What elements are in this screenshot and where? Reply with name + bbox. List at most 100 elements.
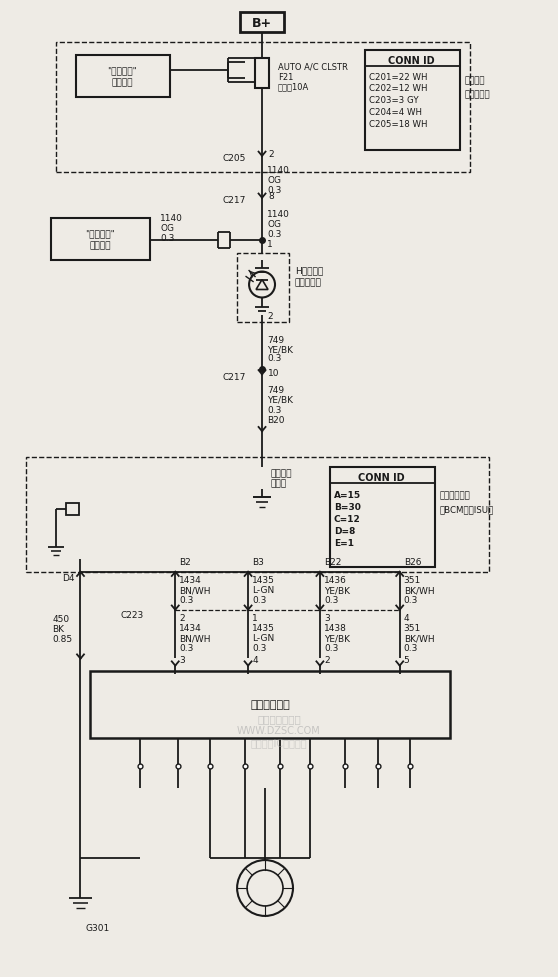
Text: L-GN: L-GN (252, 585, 275, 595)
Text: 0.3: 0.3 (324, 596, 338, 605)
Text: 全球最大IC采购网站: 全球最大IC采购网站 (251, 738, 307, 747)
Text: YE/BK: YE/BK (324, 585, 350, 595)
Text: 防盗指示: 防盗指示 (270, 469, 291, 478)
Text: OG: OG (160, 224, 174, 233)
Text: 1434: 1434 (179, 575, 202, 584)
Text: C205: C205 (222, 154, 246, 163)
Bar (75, 56, 170, 98)
Text: 1434: 1434 (179, 623, 202, 632)
Text: BK/WH: BK/WH (403, 585, 434, 595)
Text: 5: 5 (403, 656, 410, 664)
Text: 中的配电: 中的配电 (90, 241, 111, 250)
Bar (56, 43, 469, 173)
Text: BN/WH: BN/WH (179, 585, 211, 595)
Text: YE/BK: YE/BK (324, 633, 350, 643)
Text: 3: 3 (179, 656, 185, 664)
Text: 车身控制模块: 车身控制模块 (440, 491, 470, 500)
Text: C205=18 WH: C205=18 WH (369, 120, 427, 129)
Text: A=15: A=15 (334, 491, 361, 500)
Text: OG: OG (267, 176, 281, 185)
Text: C=12: C=12 (334, 515, 360, 524)
Text: 0.3: 0.3 (403, 596, 418, 605)
Text: 灯控制: 灯控制 (270, 479, 286, 488)
Text: 维库电子市场网: 维库电子市场网 (257, 713, 301, 724)
Text: B20: B20 (267, 415, 285, 424)
Text: 8: 8 (268, 192, 274, 201)
Text: 0.3: 0.3 (160, 234, 175, 243)
Bar (255, 59, 269, 89)
Text: H频传感器: H频传感器 (295, 266, 323, 275)
Text: 0.3: 0.3 (252, 644, 266, 653)
Bar (65, 503, 79, 516)
Text: BK/WH: BK/WH (403, 633, 434, 643)
Text: 1140: 1140 (267, 166, 290, 175)
Text: D4: D4 (62, 573, 75, 582)
Text: C203=3 GY: C203=3 GY (369, 97, 418, 106)
Text: F21: F21 (278, 72, 294, 81)
Text: 0.3: 0.3 (267, 186, 281, 195)
Text: AUTO A/C CLSTR: AUTO A/C CLSTR (278, 63, 348, 71)
Text: "线路系统": "线路系统" (108, 66, 137, 75)
Bar (26, 457, 489, 573)
Text: 2: 2 (324, 656, 330, 664)
Text: 0.3: 0.3 (252, 596, 266, 605)
Text: 2: 2 (179, 614, 185, 622)
Text: 1140: 1140 (160, 214, 183, 223)
Text: YE/BK: YE/BK (267, 346, 293, 355)
Text: 0.3: 0.3 (324, 644, 338, 653)
Text: 保险亝10A: 保险亝10A (278, 82, 309, 92)
Text: CONN ID: CONN ID (388, 56, 435, 66)
Text: 1435: 1435 (252, 623, 275, 632)
Text: 0.85: 0.85 (52, 634, 73, 644)
Text: B2: B2 (179, 558, 191, 567)
Text: 2: 2 (268, 150, 273, 159)
Text: 4: 4 (403, 614, 410, 622)
Text: 10: 10 (268, 368, 280, 377)
Text: C201=22 WH: C201=22 WH (369, 72, 427, 81)
Text: 351: 351 (403, 575, 421, 584)
Text: C223: C223 (121, 611, 143, 619)
Text: C204=4 WH: C204=4 WH (369, 108, 422, 117)
Text: C217: C217 (222, 196, 246, 205)
Bar (90, 671, 450, 739)
Text: 450: 450 (52, 615, 70, 623)
Text: C202=12 WH: C202=12 WH (369, 84, 427, 94)
Text: BK: BK (52, 624, 65, 633)
Text: 保险亝盒: 保险亝盒 (465, 76, 485, 85)
Text: WWW.DZSC.COM: WWW.DZSC.COM (237, 726, 321, 736)
Text: "线路系统": "线路系统" (85, 229, 116, 237)
Text: （BCM）（ISU）: （BCM）（ISU） (440, 505, 494, 514)
Text: 防盗控制模块: 防盗控制模块 (250, 700, 290, 709)
Text: 0.3: 0.3 (267, 354, 281, 362)
Text: C217: C217 (222, 372, 246, 381)
Text: 0.3: 0.3 (267, 405, 281, 414)
Text: B=30: B=30 (334, 503, 360, 512)
Text: 1140: 1140 (267, 210, 290, 219)
Text: G301: G301 (85, 923, 110, 932)
Text: 1436: 1436 (324, 575, 347, 584)
Text: B26: B26 (403, 558, 421, 567)
Text: L-GN: L-GN (252, 633, 275, 643)
Text: YE/BK: YE/BK (267, 396, 293, 404)
Text: 4: 4 (252, 656, 258, 664)
Bar (51, 219, 150, 260)
Text: 1435: 1435 (252, 575, 275, 584)
Text: 749: 749 (267, 335, 284, 345)
Text: 0.3: 0.3 (267, 230, 281, 239)
Bar (330, 468, 435, 568)
Text: 0.3: 0.3 (403, 644, 418, 653)
Text: B3: B3 (252, 558, 264, 567)
Text: 中的配电: 中的配电 (112, 78, 133, 87)
Text: 1: 1 (267, 240, 273, 249)
Text: 3: 3 (324, 614, 330, 622)
Text: B+: B+ (252, 17, 272, 29)
Text: 1438: 1438 (324, 623, 347, 632)
Text: BN/WH: BN/WH (179, 633, 211, 643)
Text: D=8: D=8 (334, 527, 355, 535)
Text: 749: 749 (267, 385, 284, 395)
Text: 0.3: 0.3 (179, 596, 194, 605)
Text: 2: 2 (267, 312, 273, 320)
Text: E=1: E=1 (334, 538, 354, 548)
Bar (237, 253, 289, 323)
Text: 0.3: 0.3 (179, 644, 194, 653)
